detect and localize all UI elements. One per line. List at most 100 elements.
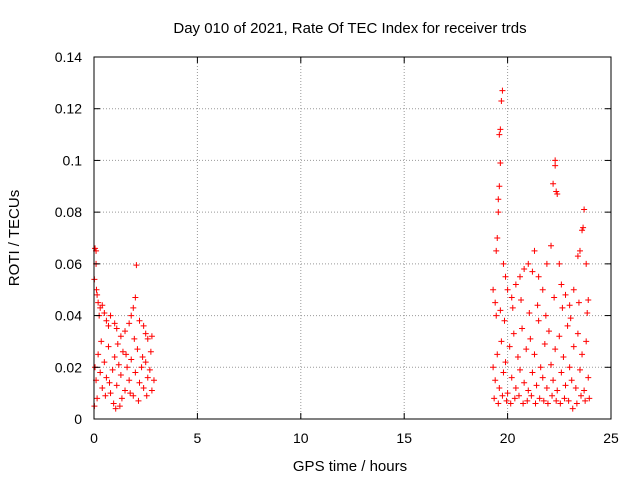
data-point — [118, 395, 125, 402]
data-point — [556, 333, 563, 340]
data-point — [564, 322, 571, 329]
y-tick-label: 0.02 — [55, 359, 82, 375]
data-point — [123, 351, 130, 358]
data-point — [558, 369, 565, 376]
data-point — [492, 299, 499, 306]
data-point — [565, 397, 572, 404]
data-point — [500, 260, 507, 267]
data-point — [144, 335, 151, 342]
data-point — [138, 364, 145, 371]
data-point — [490, 364, 497, 371]
data-point — [560, 353, 567, 360]
data-point — [583, 338, 590, 345]
data-point — [127, 390, 134, 397]
data-point — [494, 351, 501, 358]
data-point — [148, 333, 155, 340]
data-point — [147, 348, 154, 355]
data-point — [94, 395, 101, 402]
data-point — [493, 312, 500, 319]
data-point — [579, 227, 586, 234]
data-point — [548, 361, 555, 368]
data-point — [534, 302, 541, 309]
data-point — [512, 281, 519, 288]
x-tick-label: 20 — [500, 430, 516, 446]
data-point — [524, 397, 531, 404]
data-point — [583, 260, 590, 267]
data-point — [492, 377, 499, 384]
data-point — [550, 377, 557, 384]
data-point — [107, 312, 114, 319]
data-point — [585, 297, 592, 304]
data-point — [544, 400, 551, 407]
x-tick-label: 0 — [90, 430, 98, 446]
data-point — [494, 235, 501, 241]
y-tick-label: 0.14 — [55, 49, 82, 65]
data-point — [105, 322, 112, 329]
data-point — [552, 346, 559, 353]
data-point — [139, 353, 146, 360]
data-point — [581, 206, 588, 213]
data-point — [115, 361, 122, 368]
data-point — [97, 369, 104, 376]
data-point — [136, 317, 143, 324]
data-point — [132, 369, 139, 376]
data-point — [495, 400, 502, 407]
data-point — [126, 377, 133, 384]
data-point — [502, 359, 509, 366]
data-point — [540, 397, 547, 404]
data-point — [550, 180, 557, 187]
data-point — [114, 341, 121, 348]
data-point — [103, 374, 110, 381]
data-point — [117, 372, 124, 379]
data-point — [142, 359, 149, 366]
data-point — [99, 302, 106, 309]
data-point — [122, 387, 129, 394]
x-axis-label: GPS time / hours — [293, 458, 407, 475]
data-point — [117, 333, 124, 340]
data-point — [551, 294, 558, 301]
data-point — [503, 397, 510, 404]
data-point — [542, 312, 549, 319]
data-point — [106, 379, 113, 386]
data-point — [566, 302, 573, 309]
data-point — [549, 392, 556, 399]
data-point — [143, 392, 150, 399]
data-point — [107, 390, 114, 397]
data-point — [508, 294, 515, 301]
data-point — [569, 405, 576, 412]
data-point — [512, 384, 519, 391]
y-tick-label: 0.12 — [55, 101, 82, 117]
data-point — [535, 273, 542, 280]
data-point — [150, 377, 157, 384]
data-point — [499, 392, 506, 399]
data-point — [148, 387, 155, 394]
x-tick-label: 25 — [603, 430, 619, 446]
data-point — [574, 330, 581, 337]
x-tick-label: 15 — [396, 430, 412, 446]
data-point — [548, 242, 555, 249]
data-point — [515, 392, 522, 399]
data-point — [543, 260, 550, 267]
data-point — [559, 304, 566, 311]
data-point — [497, 307, 504, 314]
data-point — [531, 351, 538, 358]
data-point — [552, 157, 559, 164]
data-point — [504, 390, 511, 397]
data-point — [99, 384, 106, 391]
data-point — [557, 400, 564, 407]
data-point — [529, 268, 536, 275]
data-point — [576, 366, 583, 373]
data-point — [102, 392, 109, 399]
data-point — [521, 379, 528, 386]
data-point — [131, 335, 138, 342]
data-point — [95, 299, 102, 306]
data-point — [537, 364, 544, 371]
data-point — [562, 291, 569, 298]
data-point — [497, 160, 504, 167]
data-point — [581, 387, 588, 394]
data-point — [509, 304, 516, 311]
data-points — [91, 87, 593, 412]
data-point — [496, 131, 503, 138]
data-point — [521, 266, 528, 273]
data-point — [499, 87, 506, 94]
